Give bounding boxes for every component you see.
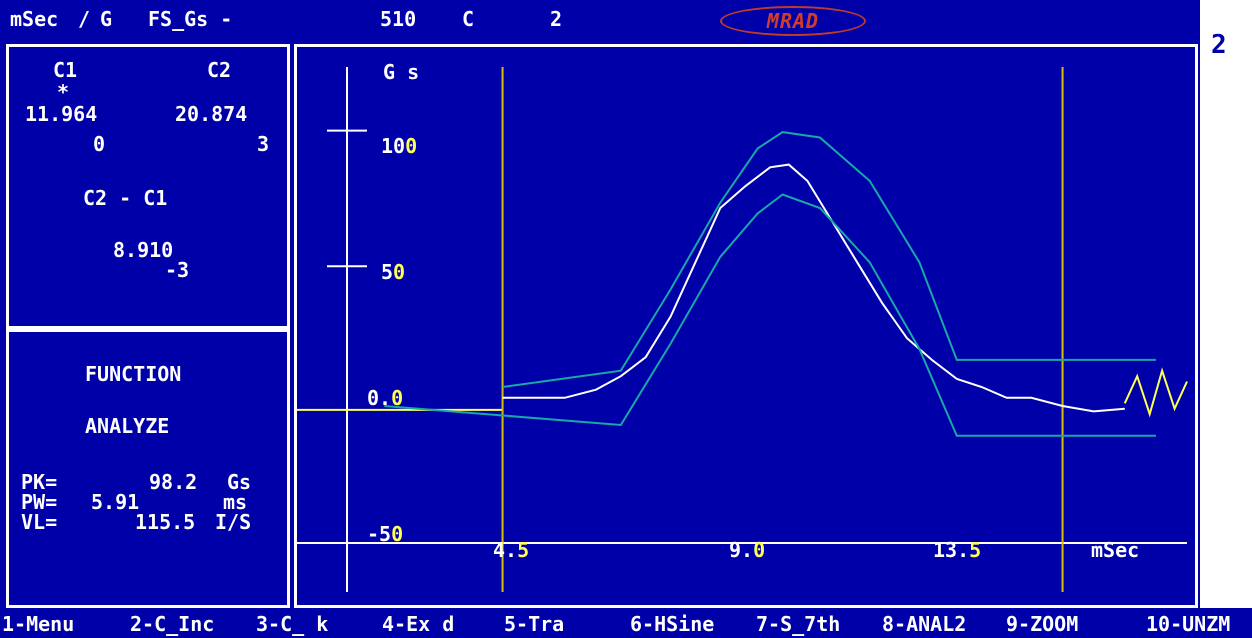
series-tolerance-upper [502,131,1156,388]
pulse-width-unit: ms [223,490,248,514]
active-cursor-marker: * [57,80,70,104]
y-tick-label: 0.0 [367,386,404,410]
velocity-unit: I/S [215,510,252,534]
x-tick-label: 4.5 [493,538,530,562]
y-tick-label: 100 [381,134,418,158]
fkey-unzoom[interactable]: 10-UNZM [1146,612,1231,636]
function-title: FUNCTION [85,362,182,386]
peak-unit: Gs [227,470,252,494]
y-tick-label: -50 [367,522,404,546]
x-tick-label: 9.0 [729,538,766,562]
mrad-logo: MRAD [720,6,866,36]
cursor2-index: 3 [257,132,270,156]
series-post-pulse [1123,367,1188,418]
pulse-width-value: 5.91 [91,490,140,514]
channel-value: 2 [550,7,563,31]
fkey-zoom[interactable]: 9-ZOOM [1006,612,1079,636]
cursor-difference-index: -3 [165,258,190,282]
series-signal [502,163,1125,413]
velocity-label: VL= [21,510,58,534]
y-tick-label: 50 [381,260,406,284]
fkey-analyze[interactable]: 8-ANAL2 [882,612,967,636]
peak-label: PK= [21,470,58,494]
cursor1-label: C1 [53,58,78,82]
plot-panel: G s mSec 100 50 0.0 -50 4.5 9.0 13.5 [294,44,1198,608]
channel-label: C [462,7,475,31]
fkey-trace[interactable]: 5-Tra [504,612,565,636]
x-units-label: mSec [10,7,59,31]
fkey-sawtooth[interactable]: 7-S_7th [756,612,841,636]
peak-value: 98.2 [149,470,198,494]
full-scale-label: FS_Gs - [148,7,233,31]
fkey-expand[interactable]: 4-Ex d [382,612,455,636]
x-axis-title: mSec [1091,538,1140,562]
cursor-panel: C1 C2 * 11.964 20.874 0 3 C2 - C1 8.910 … [6,44,290,332]
y-axis-title: G s [383,60,420,84]
fkey-half-sine[interactable]: 6-HSine [630,612,715,636]
cursor1-index: 0 [93,132,106,156]
shock-pulse-chart[interactable] [297,47,1195,605]
top-status-bar: mSec / G FS_Gs - 510 C 2 MRAD [0,0,1200,40]
series-tolerance-lower [384,193,1156,437]
cursor1-value: 11.964 [25,102,98,126]
cursor-difference-value: 8.910 [113,238,174,262]
units-separator: / [78,7,91,31]
cursor2-value: 20.874 [175,102,248,126]
velocity-value: 115.5 [135,510,196,534]
function-mode: ANALYZE [85,414,170,438]
cursor2-label: C2 [207,58,232,82]
channel-indicator: 2 [1211,30,1227,60]
full-scale-value: 510 [380,7,417,31]
fkey-menu[interactable]: 1-Menu [2,612,75,636]
pulse-width-label: PW= [21,490,58,514]
x-tick-label: 13.5 [933,538,982,562]
cursor-difference-label: C2 - C1 [83,186,168,210]
y-units-label: G [100,7,113,31]
function-panel: FUNCTION ANALYZE PK= 98.2 Gs PW= 5.91 ms… [6,326,290,608]
fkey-cursor-k[interactable]: 3-C_ k [256,612,329,636]
channel-indicator-strip [1200,0,1252,608]
function-key-bar: 1-Menu 2-C_Inc 3-C_ k 4-Ex d 5-Tra 6-HSi… [0,612,1252,638]
fkey-cursor-inc[interactable]: 2-C_Inc [130,612,215,636]
